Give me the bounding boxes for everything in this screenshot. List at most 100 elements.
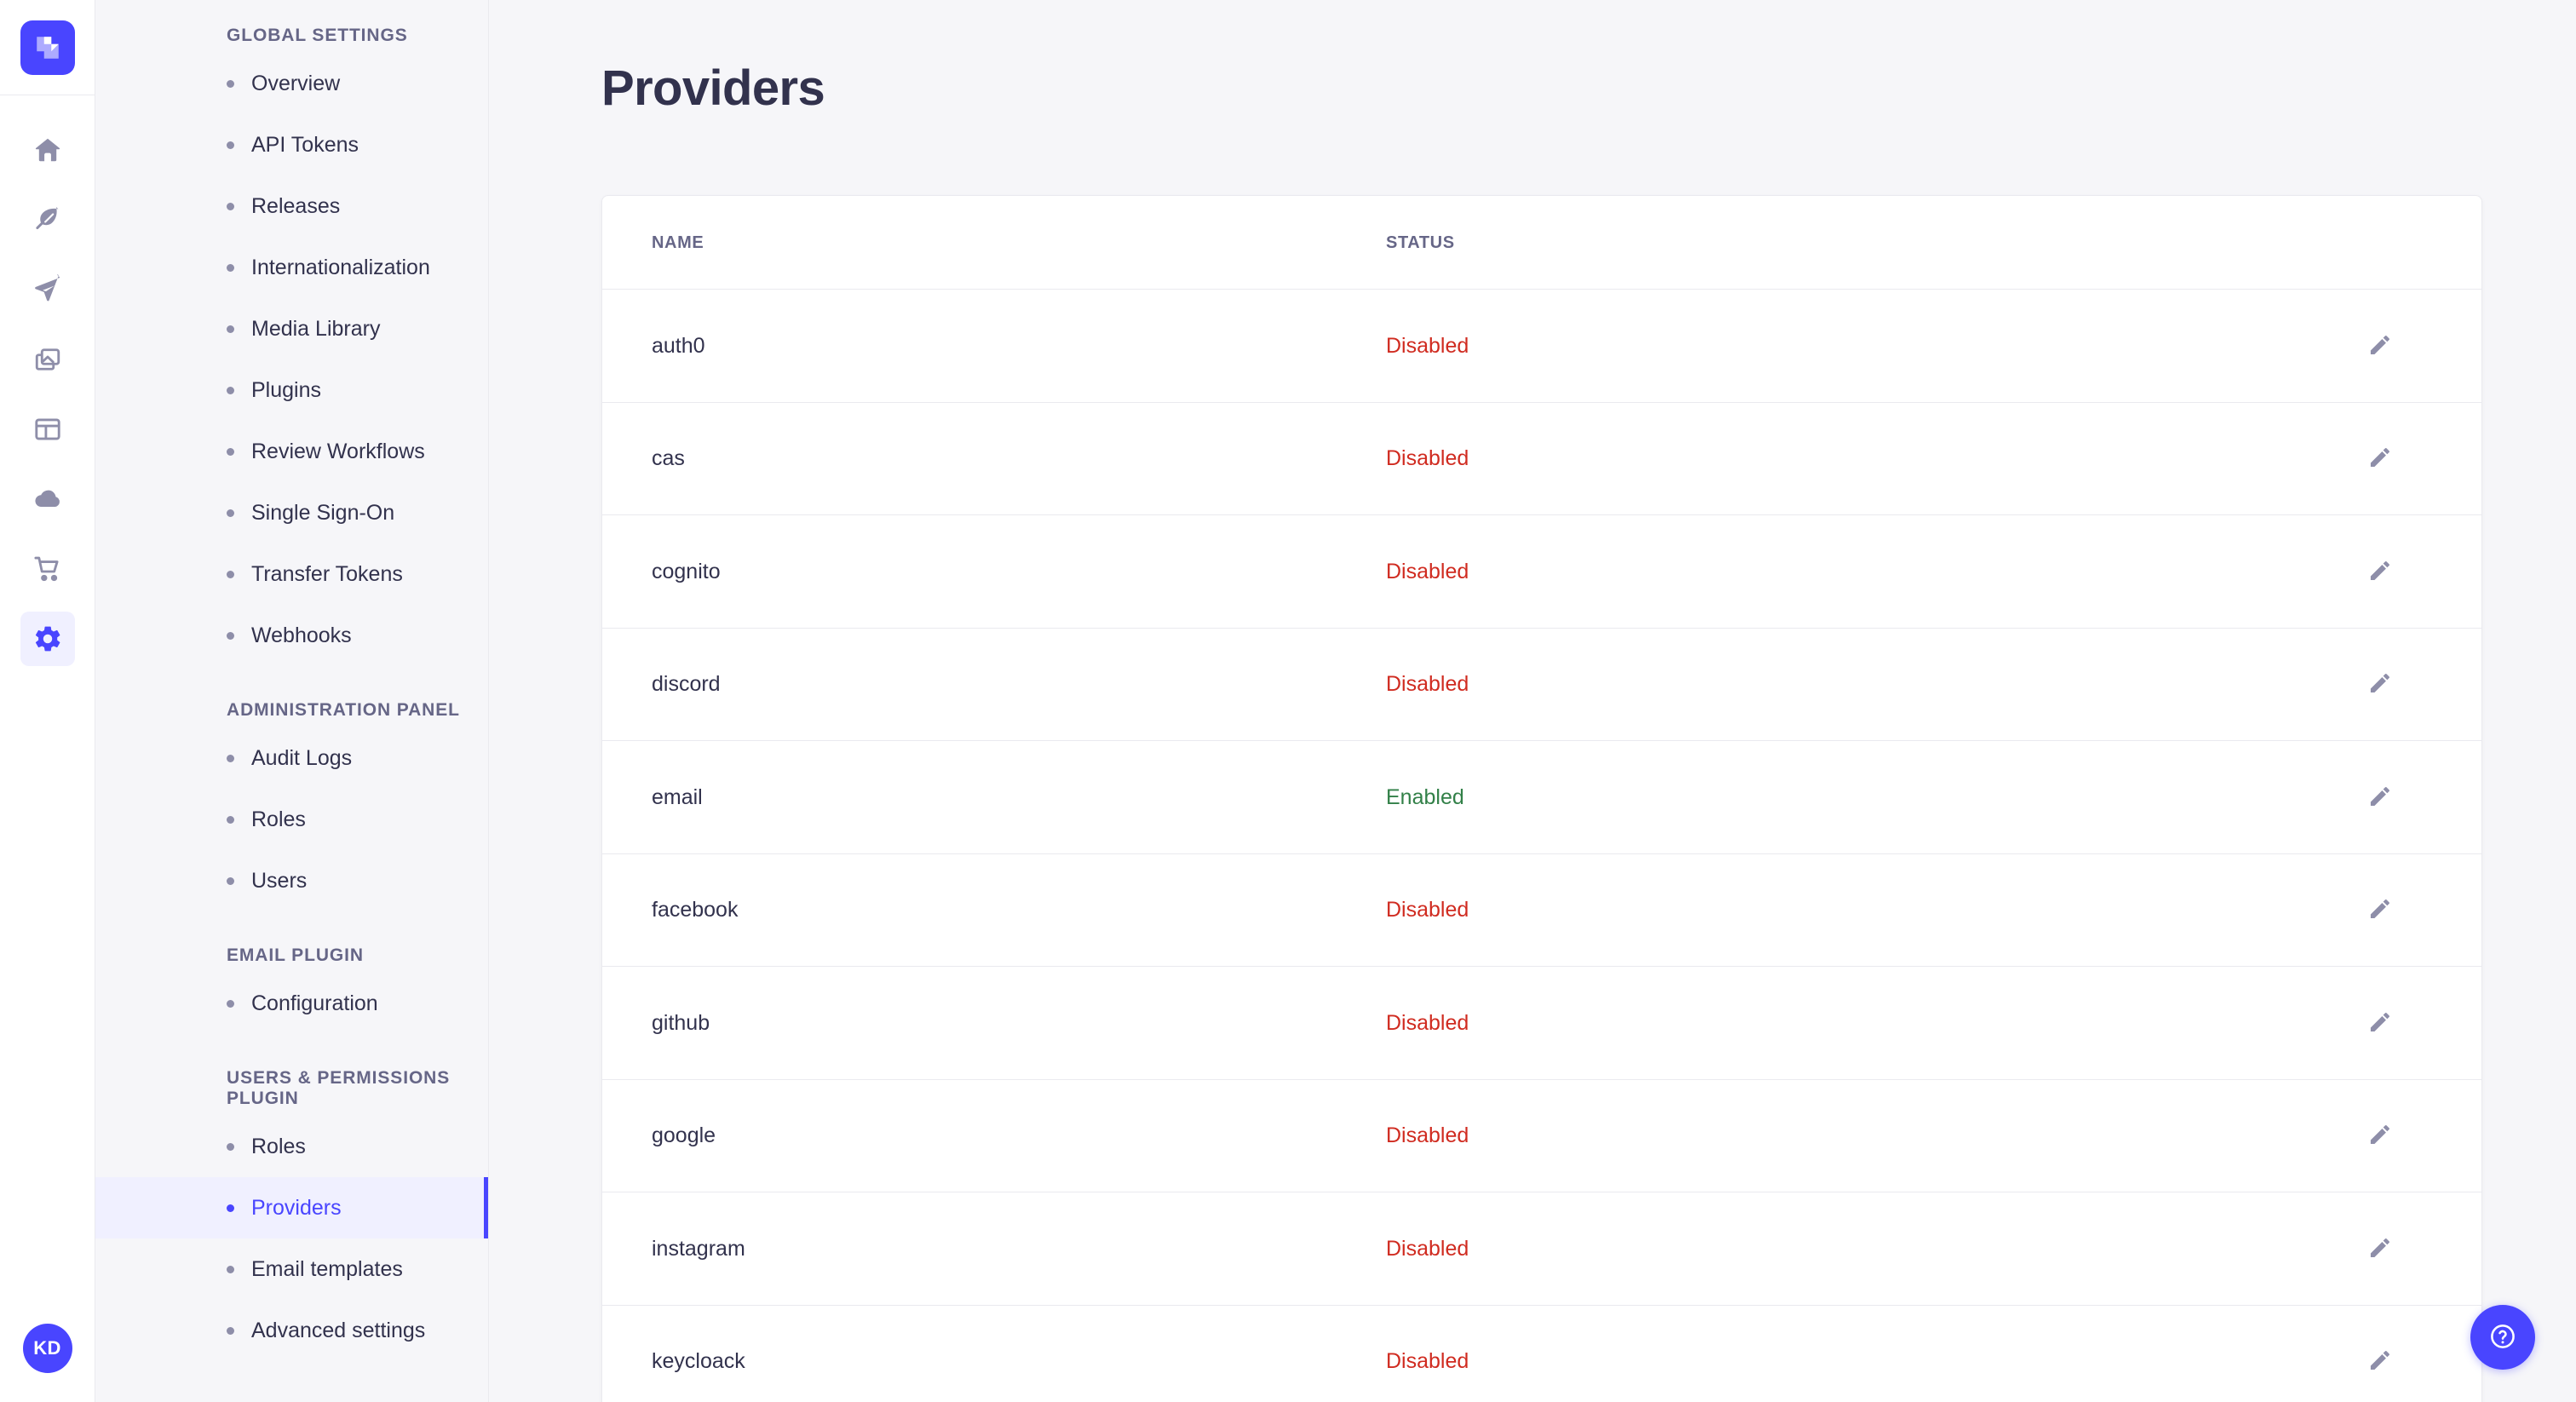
images-icon xyxy=(32,344,63,375)
sidebar-item-webhooks[interactable]: Webhooks xyxy=(95,605,488,666)
rail-item-settings[interactable] xyxy=(20,612,75,666)
bullet-icon xyxy=(227,754,234,762)
question-circle-icon xyxy=(2487,1321,2518,1354)
rail-item-content-manager[interactable] xyxy=(20,192,75,247)
sidebar-item-admin-users[interactable]: Users xyxy=(95,850,488,911)
provider-action-cell xyxy=(2340,740,2481,854)
provider-status-cell: Disabled xyxy=(1386,628,2340,741)
edit-provider-button[interactable] xyxy=(2364,1231,2398,1265)
table-row[interactable]: github Disabled xyxy=(602,966,2481,1080)
sidebar-item-email-configuration[interactable]: Configuration xyxy=(95,973,488,1034)
sidebar-item-audit-logs[interactable]: Audit Logs xyxy=(95,727,488,789)
feather-icon xyxy=(32,204,63,235)
sidebar-item-transfer-tokens[interactable]: Transfer Tokens xyxy=(95,543,488,605)
sidebar-item-label: Review Workflows xyxy=(251,439,425,463)
table-row[interactable]: auth0 Disabled xyxy=(602,289,2481,403)
sidebar-item-label: Roles xyxy=(251,1134,306,1158)
status-badge: Disabled xyxy=(1386,1349,1469,1374)
strapi-logo-icon[interactable] xyxy=(20,20,75,75)
provider-status-cell: Disabled xyxy=(1386,402,2340,515)
bullet-icon xyxy=(227,79,234,88)
table-body: auth0 Disabled cas Disabled cognito Disabled d… xyxy=(602,289,2481,1402)
bullet-icon xyxy=(227,325,234,333)
table-row[interactable]: instagram Disabled xyxy=(602,1192,2481,1306)
table-row[interactable]: keycloack Disabled xyxy=(602,1305,2481,1402)
sidebar-item-internationalization[interactable]: Internationalization xyxy=(95,237,488,298)
status-badge: Disabled xyxy=(1386,446,1469,471)
sidebar-item-review-workflows[interactable]: Review Workflows xyxy=(95,421,488,482)
edit-provider-button[interactable] xyxy=(2364,1118,2398,1152)
provider-action-cell xyxy=(2340,1192,2481,1306)
edit-provider-button[interactable] xyxy=(2364,779,2398,813)
sidebar-item-api-tokens[interactable]: API Tokens xyxy=(95,114,488,175)
sidebar-item-label: Providers xyxy=(251,1195,342,1220)
provider-action-cell xyxy=(2340,1305,2481,1402)
sidebar-item-up-roles[interactable]: Roles xyxy=(95,1116,488,1177)
settings-sidebar: GLOBAL SETTINGS Overview API Tokens Rele… xyxy=(95,0,489,1402)
sidebar-item-label: Overview xyxy=(251,71,341,95)
edit-provider-button[interactable] xyxy=(2364,1344,2398,1378)
bullet-icon xyxy=(227,570,234,578)
table-row[interactable]: cognito Disabled xyxy=(602,514,2481,629)
nav-list-users-permissions-plugin: Roles Providers Email templates Advanced… xyxy=(95,1116,488,1361)
rail-user-area: KD xyxy=(0,1324,95,1373)
rail-item-content-releases[interactable] xyxy=(20,402,75,457)
sidebar-item-single-sign-on[interactable]: Single Sign-On xyxy=(95,482,488,543)
provider-status-cell: Disabled xyxy=(1386,1079,2340,1192)
sidebar-item-providers[interactable]: Providers xyxy=(95,1177,488,1238)
providers-table: NAME STATUS auth0 Disabled cas Disabled cogn… xyxy=(602,196,2481,1402)
sidebar-item-admin-roles[interactable]: Roles xyxy=(95,789,488,850)
rail-logo-area xyxy=(0,0,95,95)
edit-provider-button[interactable] xyxy=(2364,1005,2398,1039)
provider-status-cell: Disabled xyxy=(1386,1305,2340,1402)
rail-item-cloud[interactable] xyxy=(20,472,75,526)
table-row[interactable]: discord Disabled xyxy=(602,628,2481,741)
providers-table-card: NAME STATUS auth0 Disabled cas Disabled cogn… xyxy=(601,195,2482,1402)
provider-action-cell xyxy=(2340,1079,2481,1192)
sidebar-item-label: Plugins xyxy=(251,377,321,402)
table-row[interactable]: google Disabled xyxy=(602,1079,2481,1192)
edit-provider-button[interactable] xyxy=(2364,893,2398,927)
sidebar-item-email-templates[interactable]: Email templates xyxy=(95,1238,488,1300)
nav-list-administration-panel: Audit Logs Roles Users xyxy=(95,727,488,911)
help-button[interactable] xyxy=(2470,1305,2535,1370)
provider-status-cell: Enabled xyxy=(1386,740,2340,854)
bullet-icon xyxy=(227,631,234,640)
table-row[interactable]: cas Disabled xyxy=(602,402,2481,515)
edit-provider-button[interactable] xyxy=(2364,554,2398,588)
shopping-cart-icon xyxy=(32,554,63,584)
sidebar-item-releases[interactable]: Releases xyxy=(95,175,488,237)
rail-item-content-type-builder[interactable] xyxy=(20,262,75,317)
edit-provider-button[interactable] xyxy=(2364,328,2398,362)
rail-item-marketplace[interactable] xyxy=(20,542,75,596)
nav-section-title-users-permissions-plugin: USERS & PERMISSIONS PLUGIN xyxy=(227,1068,451,1108)
sidebar-item-label: Email templates xyxy=(251,1256,403,1281)
sidebar-item-media-library[interactable]: Media Library xyxy=(95,298,488,359)
pencil-icon xyxy=(2366,1345,2395,1376)
home-icon xyxy=(32,135,63,165)
sidebar-item-label: Releases xyxy=(251,193,341,218)
provider-name-cell: instagram xyxy=(602,1192,1386,1306)
table-row[interactable]: facebook Disabled xyxy=(602,853,2481,967)
sidebar-item-overview[interactable]: Overview xyxy=(95,53,488,114)
table-row[interactable]: email Enabled xyxy=(602,740,2481,854)
status-badge: Disabled xyxy=(1386,1010,1469,1035)
column-header-status: STATUS xyxy=(1386,196,2340,290)
pencil-icon xyxy=(2366,781,2395,813)
edit-provider-button[interactable] xyxy=(2364,441,2398,475)
page-title: Providers xyxy=(601,60,825,116)
bullet-icon xyxy=(227,876,234,885)
nav-list-global-settings: Overview API Tokens Releases Internation… xyxy=(95,53,488,666)
edit-provider-button[interactable] xyxy=(2364,667,2398,701)
main-content: Providers NAME STATUS auth0 Disabled cas Di… xyxy=(489,0,2576,1402)
column-header-name: NAME xyxy=(602,196,1386,290)
rail-item-home[interactable] xyxy=(20,123,75,177)
sidebar-item-label: Roles xyxy=(251,807,306,831)
sidebar-item-plugins[interactable]: Plugins xyxy=(95,359,488,421)
nav-section-title-email-plugin: EMAIL PLUGIN xyxy=(227,945,364,965)
provider-name-cell: cas xyxy=(602,402,1386,515)
provider-name-cell: github xyxy=(602,966,1386,1080)
rail-item-media-library[interactable] xyxy=(20,332,75,387)
avatar[interactable]: KD xyxy=(22,1324,72,1373)
sidebar-item-advanced-settings[interactable]: Advanced settings xyxy=(95,1300,488,1361)
